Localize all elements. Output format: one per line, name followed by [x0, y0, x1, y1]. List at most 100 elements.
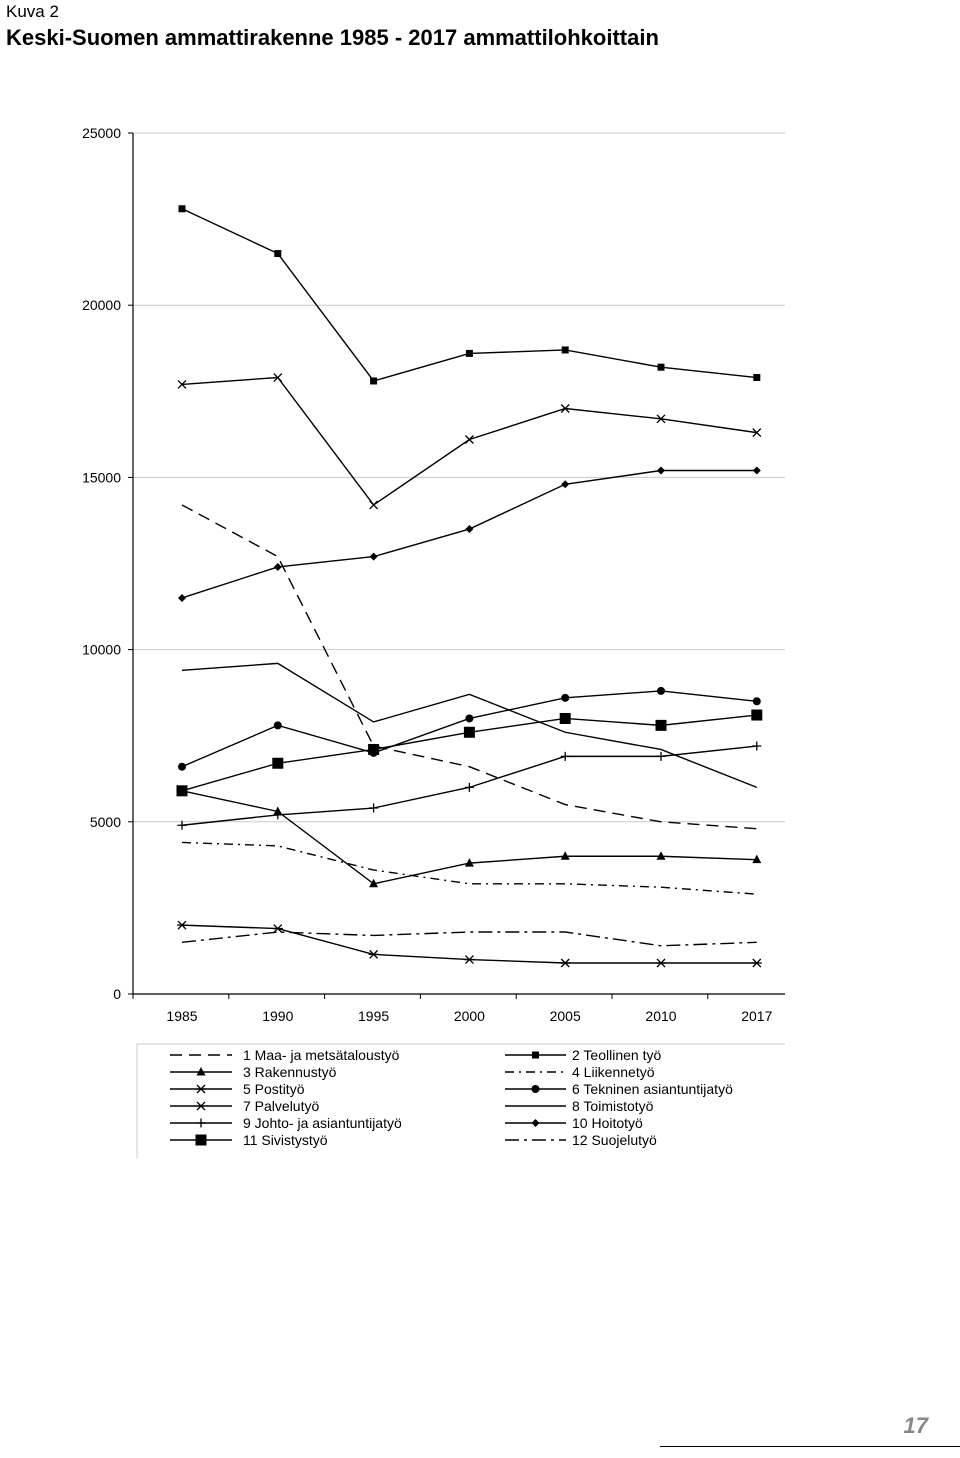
marker-x — [273, 373, 283, 382]
marker-x — [752, 428, 762, 438]
marker-x — [177, 379, 187, 389]
series-12 — [181, 931, 757, 947]
marker-diamond — [369, 552, 378, 561]
legend-item: 7 Palvelutyö — [170, 1098, 319, 1114]
page-number: 17 — [903, 1413, 928, 1438]
page-footer-rule — [660, 1446, 960, 1447]
y-tick-label: 15000 — [82, 469, 121, 485]
marker-plus — [369, 803, 379, 813]
series-line — [181, 376, 757, 506]
marker-circle — [178, 762, 186, 771]
marker-square — [559, 712, 571, 724]
legend-label: 7 Palvelutyö — [243, 1098, 319, 1114]
marker-circle — [657, 686, 665, 695]
series-9 — [177, 741, 762, 830]
legend-item: 6 Tekninen asiantuntijatyö — [505, 1081, 733, 1097]
series-1 — [181, 504, 757, 830]
marker-star — [272, 924, 283, 934]
marker-circle — [465, 714, 474, 723]
legend-label: 12 Suojelutyö — [572, 1132, 657, 1148]
figure-label: Kuva 2 — [6, 2, 59, 21]
marker-circle — [531, 1085, 540, 1093]
series-10 — [178, 466, 761, 602]
series-line — [181, 931, 757, 947]
marker-plus — [177, 820, 187, 830]
series-2 — [178, 205, 761, 385]
marker-diamond — [273, 562, 282, 571]
legend-label: 3 Rakennustyö — [243, 1064, 337, 1080]
marker-x — [369, 500, 379, 510]
series-7 — [177, 373, 762, 510]
marker-triangle — [196, 1067, 206, 1076]
legend-label: 4 Liikennetyö — [572, 1064, 655, 1080]
series-line — [181, 662, 758, 789]
series-line — [181, 924, 757, 964]
legend-item: 5 Postityö — [170, 1081, 305, 1097]
marker-square — [178, 205, 186, 213]
marker-triangle — [656, 851, 666, 860]
marker-diamond — [178, 593, 186, 602]
marker-diamond — [752, 466, 761, 475]
marker-star — [177, 920, 187, 930]
marker-square — [370, 377, 378, 385]
legend-item: 12 Suojelutyö — [505, 1132, 657, 1148]
marker-square — [274, 250, 282, 258]
marker-triangle — [369, 878, 379, 888]
marker-circle — [273, 721, 282, 730]
marker-square — [272, 757, 284, 769]
marker-plus — [560, 751, 570, 761]
series-3 — [177, 785, 762, 888]
series-line — [181, 841, 757, 895]
series-8 — [181, 662, 758, 789]
y-tick-label: 5000 — [90, 814, 121, 830]
marker-triangle — [464, 858, 474, 867]
marker-x — [464, 435, 474, 444]
legend-item: 2 Teollinen työ — [505, 1047, 661, 1063]
y-tick-label: 0 — [113, 986, 121, 1002]
x-tick-label: 2010 — [645, 1008, 676, 1024]
marker-plus — [752, 741, 762, 751]
marker-circle — [561, 693, 570, 702]
y-tick-label: 10000 — [82, 642, 121, 658]
marker-square — [655, 719, 667, 731]
legend-item: 4 Liikennetyö — [505, 1064, 655, 1080]
marker-square — [657, 363, 665, 371]
marker-plus — [273, 810, 283, 820]
legend-label: 2 Teollinen työ — [572, 1047, 661, 1063]
legend-label: 1 Maa- ja metsätaloustyö — [243, 1047, 400, 1063]
chart-title: Keski-Suomen ammattirakenne 1985 - 2017 … — [6, 25, 659, 50]
marker-star — [464, 955, 475, 965]
x-tick-label: 2005 — [550, 1008, 581, 1024]
marker-diamond — [465, 525, 474, 534]
series-11 — [176, 709, 763, 797]
marker-square — [176, 785, 188, 797]
marker-square — [561, 346, 569, 354]
legend-label: 9 Johto- ja asiantuntijatyö — [243, 1115, 402, 1131]
marker-square — [465, 349, 473, 357]
marker-triangle — [752, 854, 762, 864]
series-4 — [181, 841, 757, 895]
legend-item: 1 Maa- ja metsätaloustyö — [170, 1047, 400, 1063]
marker-plus — [464, 782, 474, 792]
series-line — [181, 504, 757, 830]
marker-x — [196, 1101, 206, 1111]
marker-star — [751, 958, 762, 968]
legend-label: 8 Toimistotyö — [572, 1098, 654, 1114]
marker-square — [195, 1134, 207, 1146]
legend-item: 10 Hoitotyö — [505, 1115, 643, 1131]
marker-diamond — [561, 480, 570, 489]
series-line — [181, 469, 757, 599]
x-tick-label: 2000 — [454, 1008, 485, 1024]
legend-item: 9 Johto- ja asiantuntijatyö — [170, 1115, 402, 1131]
marker-square — [368, 743, 380, 755]
series-line — [181, 790, 757, 885]
y-tick-label: 20000 — [82, 297, 121, 313]
legend-item: 3 Rakennustyö — [170, 1064, 337, 1080]
x-tick-label: 1990 — [262, 1008, 293, 1024]
marker-star — [196, 1084, 206, 1094]
x-tick-label: 1985 — [166, 1008, 197, 1024]
marker-diamond — [531, 1119, 540, 1127]
marker-x — [656, 414, 666, 424]
marker-square — [532, 1051, 539, 1059]
